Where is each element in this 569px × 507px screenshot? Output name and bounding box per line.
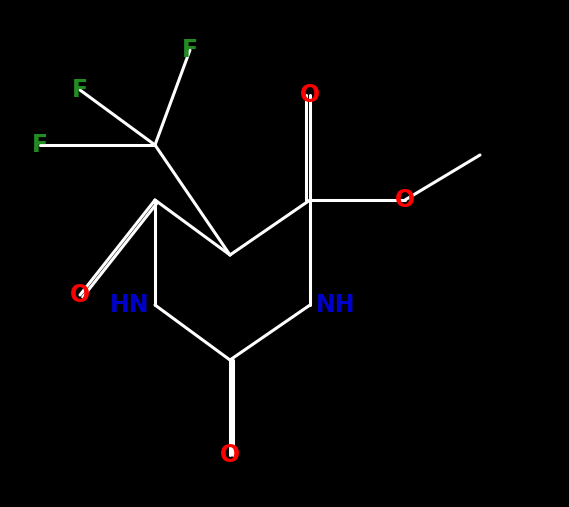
Text: O: O [70,283,90,307]
Text: HN: HN [109,293,149,317]
Text: O: O [395,188,415,212]
Text: NH: NH [316,293,356,317]
Text: O: O [220,443,240,467]
Text: F: F [72,78,88,102]
Text: F: F [32,133,48,157]
Text: O: O [300,83,320,107]
Text: F: F [182,38,198,62]
